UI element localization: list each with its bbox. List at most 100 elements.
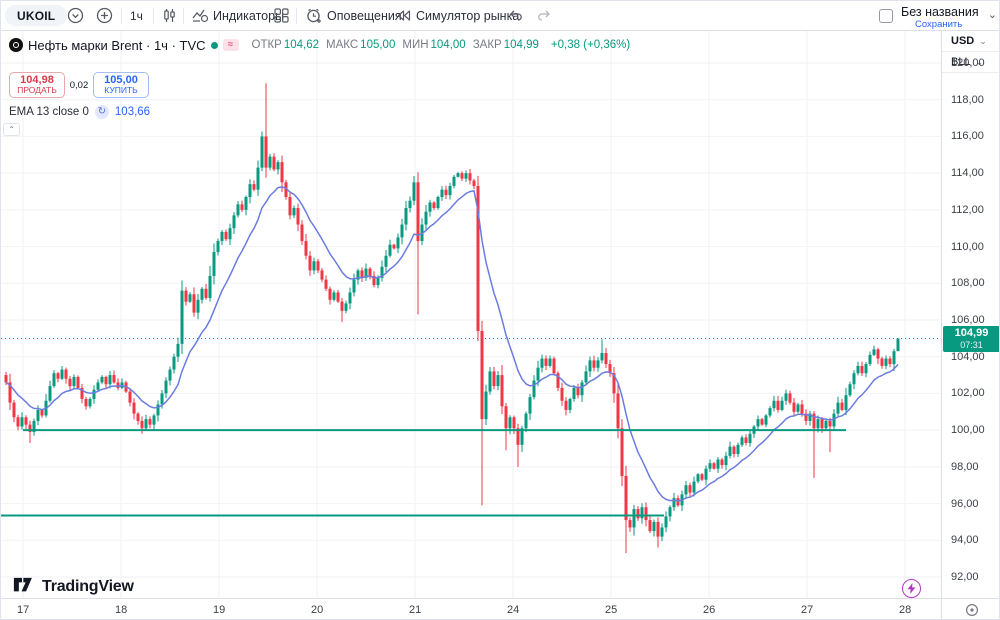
layout-checkbox[interactable] — [879, 9, 893, 23]
replay-button[interactable]: Симулятор рынка — [416, 9, 520, 23]
price-tick-label: 100,00 — [951, 424, 985, 437]
legend-symbol-row[interactable]: Нефть марки Brent · 1ч · TVC ≈ ОТКР 104,… — [9, 37, 630, 53]
replay-icon[interactable] — [395, 7, 413, 24]
tradingview-watermark: TradingView — [13, 577, 134, 597]
watermark-text: TradingView — [42, 578, 134, 595]
sell-label: ПРОДАТЬ — [17, 85, 57, 96]
toolbar-separator — [121, 8, 122, 24]
market-open-dot-icon — [210, 41, 218, 49]
close-value: 104,99 — [503, 39, 539, 51]
symbol-search-button[interactable]: UKOIL — [5, 5, 68, 26]
price-tick-label: 110,00 — [951, 240, 984, 253]
currency-label: USD — [951, 35, 975, 47]
layout-name[interactable]: Без названия — [901, 5, 979, 19]
time-tick-label: 24 — [507, 604, 520, 616]
layout-grid-icon[interactable] — [273, 7, 290, 24]
horizontal-line-drawings[interactable] — [1, 429, 846, 517]
price-axis[interactable]: USD ⌄ BLL ⌄ 120,00 118,00 116,00 114,00 112,… — [941, 31, 999, 598]
alerts-button[interactable]: Оповещения — [327, 9, 402, 23]
price-tick-label: 102,00 — [951, 387, 985, 400]
tradingview-logo-icon — [13, 577, 32, 592]
ohlc-values: ОТКР 104,62 МАКС 105,00 МИН 104,00 ЗАКР … — [252, 39, 544, 51]
time-tick-label: 25 — [605, 604, 618, 616]
ema-indicator-value: 103,66 — [114, 106, 151, 118]
last-price-badge: 104,99 07:31 — [943, 325, 999, 352]
last-price-value: 104,99 — [954, 326, 989, 339]
legend-collapse-button[interactable]: ⌃ — [3, 123, 20, 136]
price-tick-label: 98,00 — [951, 460, 979, 473]
buy-label: КУПИТЬ — [104, 85, 138, 96]
chevron-down-icon[interactable]: ⌄ — [987, 9, 997, 21]
change-value: +0,38 (+0,36%) — [550, 39, 631, 51]
toolbar-separator — [153, 8, 154, 24]
alert-clock-icon[interactable] — [305, 7, 323, 24]
legend: Нефть марки Brent · 1ч · TVC ≈ ОТКР 104,… — [9, 37, 630, 53]
lightning-icon — [907, 583, 916, 594]
indicators-icon[interactable] — [191, 7, 209, 24]
high-value: 105,00 — [360, 39, 396, 51]
price-tick-label: 112,00 — [951, 203, 984, 216]
price-tick-label: 120,00 — [951, 57, 985, 69]
buy-button[interactable]: 105,00 КУПИТЬ — [93, 72, 149, 98]
time-tick-label: 20 — [311, 604, 324, 616]
indicator-loading-icon: ↻ — [94, 105, 109, 119]
symbol-detail-icon[interactable] — [67, 7, 84, 24]
high-label: МАКС — [326, 39, 359, 51]
axis-settings-icon — [965, 603, 978, 617]
save-button[interactable]: Сохранить — [915, 19, 963, 30]
price-tick-label: 94,00 — [951, 534, 979, 547]
time-tick-label: 18 — [115, 604, 128, 616]
time-tick-label: 26 — [703, 604, 716, 616]
price-tick-label: 104,00 — [951, 350, 985, 363]
price-tick-label: 92,00 — [951, 570, 979, 583]
bar-countdown: 07:31 — [960, 339, 983, 350]
toolbar-separator — [296, 8, 297, 24]
trade-buttons: 104,98 ПРОДАТЬ 0,02 105,00 КУПИТЬ — [9, 72, 149, 98]
chart-style-icon[interactable] — [161, 7, 178, 24]
close-label: ЗАКР — [472, 39, 502, 51]
currency-selector[interactable]: USD ⌄ — [942, 31, 999, 52]
top-toolbar: UKOIL 1ч Индикаторы Оповещения Симулятор… — [1, 1, 999, 31]
layout-save-group: Без названия Сохранить ⌄ — [877, 1, 997, 30]
unit-selector[interactable]: BLL ⌄ — [942, 52, 999, 73]
sell-button[interactable]: 104,98 ПРОДАТЬ — [9, 72, 65, 98]
time-tick-label: 28 — [899, 604, 912, 616]
undo-icon[interactable] — [507, 7, 525, 24]
stream-badge-icon: ≈ — [222, 39, 239, 51]
time-tick-label: 27 — [801, 604, 814, 616]
price-tick-label: 108,00 — [951, 277, 985, 290]
time-axis[interactable]: 17 18 19 20 21 24 25 26 27 28 — [1, 598, 941, 619]
chart-pane[interactable]: Нефть марки Brent · 1ч · TVC ≈ ОТКР 104,… — [1, 31, 941, 598]
add-symbol-icon[interactable] — [96, 7, 113, 24]
grid-lines — [1, 31, 941, 598]
redo-icon[interactable] — [535, 7, 553, 24]
unit-label: BLL — [951, 56, 971, 68]
price-tick-label: 106,00 — [951, 313, 985, 326]
indicators-button[interactable]: Индикаторы — [213, 9, 285, 23]
price-tick-label: 118,00 — [951, 93, 984, 106]
interval-button[interactable]: 1ч — [130, 9, 143, 23]
time-tick-label: 19 — [213, 604, 226, 616]
sell-price: 104,98 — [20, 73, 54, 86]
candlestick-series — [4, 83, 900, 554]
time-tick-label: 17 — [17, 604, 30, 616]
chevron-down-icon: ⌄ — [975, 56, 984, 67]
ema-indicator-label: EMA 13 close 0 — [9, 106, 89, 118]
price-tick-label: 96,00 — [951, 497, 979, 510]
axis-settings-corner[interactable] — [941, 598, 999, 619]
open-label: ОТКР — [251, 39, 282, 51]
lightning-button[interactable] — [902, 579, 921, 598]
instrument-logo-icon — [9, 38, 23, 52]
price-tick-label: 114,00 — [951, 167, 984, 180]
legend-title[interactable]: Нефть марки Brent · 1ч · TVC — [28, 37, 206, 53]
chart-canvas[interactable] — [1, 31, 941, 598]
indicator-legend-row[interactable]: EMA 13 close 0 ↻ 103,66 — [9, 105, 150, 119]
spread-value: 0,02 — [69, 79, 89, 91]
low-label: МИН — [402, 39, 429, 51]
open-value: 104,62 — [283, 39, 320, 51]
ema-line — [5, 186, 899, 502]
chevron-down-icon: ⌄ — [979, 35, 987, 46]
low-value: 104,00 — [430, 39, 466, 51]
price-tick-label: 116,00 — [951, 130, 984, 143]
